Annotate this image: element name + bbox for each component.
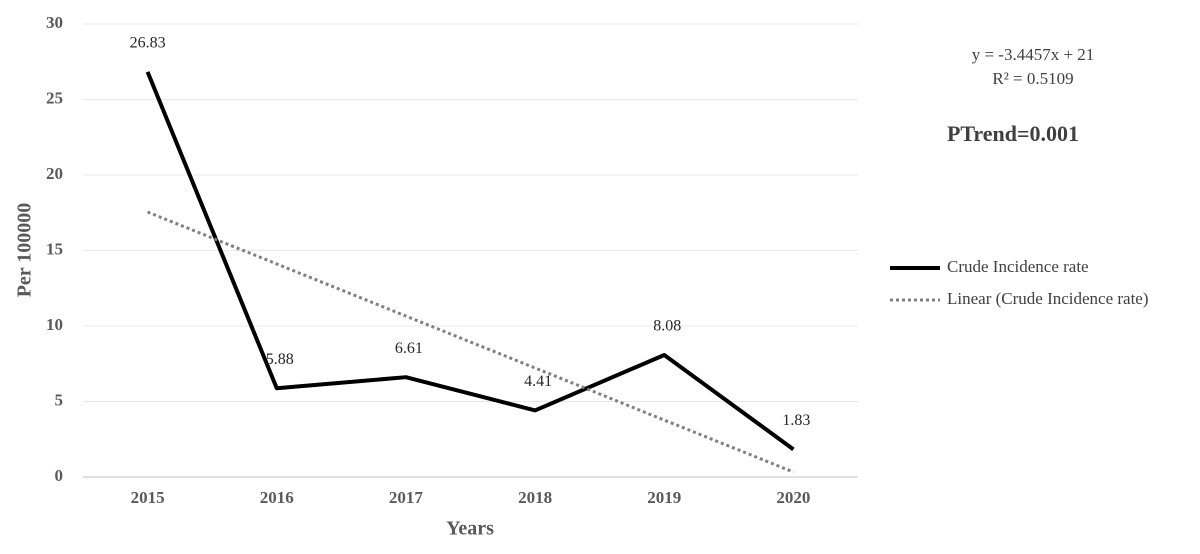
annotation: R² = 0.5109 [992,69,1073,88]
data-label: 4.41 [524,373,552,390]
x-tick-label: 2019 [647,488,681,507]
y-tick-label: 10 [46,315,63,334]
x-tick-label: 2017 [389,488,424,507]
series-line [147,210,794,474]
annotation: PTrend=0.001 [947,121,1079,146]
x-tick-label: 2016 [260,488,294,507]
y-tick-label: 5 [55,390,64,409]
annotation: y = -3.4457x + 21 [972,45,1095,64]
data-label: 1.83 [782,412,810,429]
x-axis-title: Years [446,518,494,540]
legend-label: Linear (Crude Incidence rate) [947,289,1149,308]
series-line [145,71,795,451]
data-label: 8.08 [653,318,681,335]
data-label: 26.83 [130,35,166,52]
y-tick-label: 20 [46,164,63,183]
legend-label: Crude Incidence rate [947,257,1089,276]
x-tick-label: 2020 [776,488,810,507]
x-tick-label: 2015 [131,488,165,507]
y-tick-label: 25 [46,88,63,107]
data-label: 5.88 [266,351,294,368]
y-tick-label: 30 [46,13,63,32]
y-tick-label: 15 [46,239,63,258]
y-tick-label: 0 [55,466,64,485]
data-label: 6.61 [395,340,423,357]
x-tick-label: 2018 [518,488,552,507]
y-axis-title: Per 100000 [14,203,36,298]
